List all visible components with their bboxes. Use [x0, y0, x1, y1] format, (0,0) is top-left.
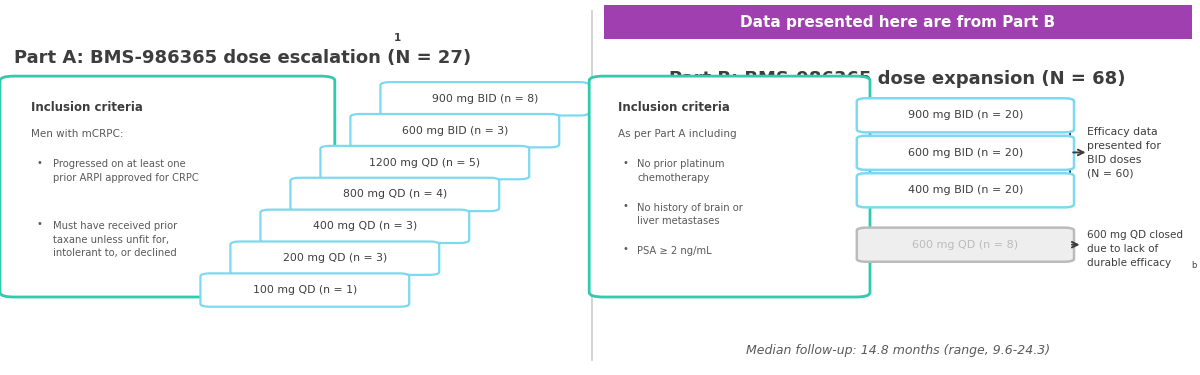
Text: •: •	[36, 158, 42, 168]
Text: 600 mg QD (n = 8): 600 mg QD (n = 8)	[912, 240, 1019, 250]
Text: •: •	[623, 158, 629, 168]
Text: 800 mg QD (n = 4): 800 mg QD (n = 4)	[343, 189, 446, 200]
Text: 1: 1	[394, 33, 401, 43]
Text: 600 mg BID (n = 3): 600 mg BID (n = 3)	[402, 126, 508, 136]
Text: 600 mg BID (n = 20): 600 mg BID (n = 20)	[907, 148, 1024, 158]
Text: 900 mg BID (n = 8): 900 mg BID (n = 8)	[432, 94, 538, 104]
Text: •: •	[623, 244, 629, 254]
Text: Data presented here are from Part B: Data presented here are from Part B	[740, 15, 1055, 30]
Text: 1200 mg QD (n = 5): 1200 mg QD (n = 5)	[370, 158, 480, 168]
Text: •: •	[623, 201, 629, 211]
FancyBboxPatch shape	[380, 82, 589, 116]
FancyBboxPatch shape	[589, 76, 870, 297]
Text: Efficacy data
presented for
BID doses
(N = 60): Efficacy data presented for BID doses (N…	[1087, 127, 1162, 178]
Text: 100 mg QD (n = 1): 100 mg QD (n = 1)	[253, 285, 356, 295]
FancyBboxPatch shape	[230, 242, 439, 275]
Text: 900 mg BID (n = 20): 900 mg BID (n = 20)	[907, 110, 1024, 120]
Text: Median follow-up: 14.8 months (range, 9.6-24.3): Median follow-up: 14.8 months (range, 9.…	[745, 344, 1050, 357]
FancyBboxPatch shape	[857, 98, 1074, 132]
FancyBboxPatch shape	[857, 228, 1074, 262]
Text: Inclusion criteria: Inclusion criteria	[618, 101, 730, 114]
FancyBboxPatch shape	[0, 76, 335, 297]
Text: No history of brain or
liver metastases: No history of brain or liver metastases	[637, 202, 743, 226]
Text: No prior platinum
chemotherapy: No prior platinum chemotherapy	[637, 159, 725, 183]
FancyBboxPatch shape	[200, 273, 409, 307]
Text: 400 mg QD (n = 3): 400 mg QD (n = 3)	[313, 221, 416, 231]
FancyBboxPatch shape	[320, 146, 529, 179]
Text: Men with mCRPC:: Men with mCRPC:	[31, 129, 124, 140]
Text: As per Part A including: As per Part A including	[618, 129, 737, 140]
Text: 200 mg QD (n = 3): 200 mg QD (n = 3)	[283, 253, 386, 263]
Text: •: •	[36, 219, 42, 230]
FancyBboxPatch shape	[857, 173, 1074, 207]
FancyBboxPatch shape	[350, 114, 559, 147]
Text: Must have received prior
taxane unless unfit for,
intolerant to, or declined: Must have received prior taxane unless u…	[53, 221, 178, 258]
FancyBboxPatch shape	[604, 5, 1192, 39]
Text: Inclusion criteria: Inclusion criteria	[31, 101, 143, 114]
Text: Part A: BMS-986365 dose escalation (N = 27): Part A: BMS-986365 dose escalation (N = …	[14, 49, 472, 67]
Text: 600 mg QD closed
due to lack of
durable efficacy: 600 mg QD closed due to lack of durable …	[1087, 230, 1183, 268]
Text: Progressed on at least one
prior ARPI approved for CRPC: Progressed on at least one prior ARPI ap…	[53, 159, 198, 183]
Text: 400 mg BID (n = 20): 400 mg BID (n = 20)	[907, 185, 1024, 195]
FancyBboxPatch shape	[857, 136, 1074, 170]
FancyBboxPatch shape	[290, 178, 499, 211]
Text: PSA ≥ 2 ng/mL: PSA ≥ 2 ng/mL	[637, 246, 712, 256]
Text: b: b	[1192, 261, 1196, 270]
Text: Part B: BMS-986365 dose expansion (N = 68): Part B: BMS-986365 dose expansion (N = 6…	[670, 70, 1126, 88]
FancyBboxPatch shape	[260, 210, 469, 243]
